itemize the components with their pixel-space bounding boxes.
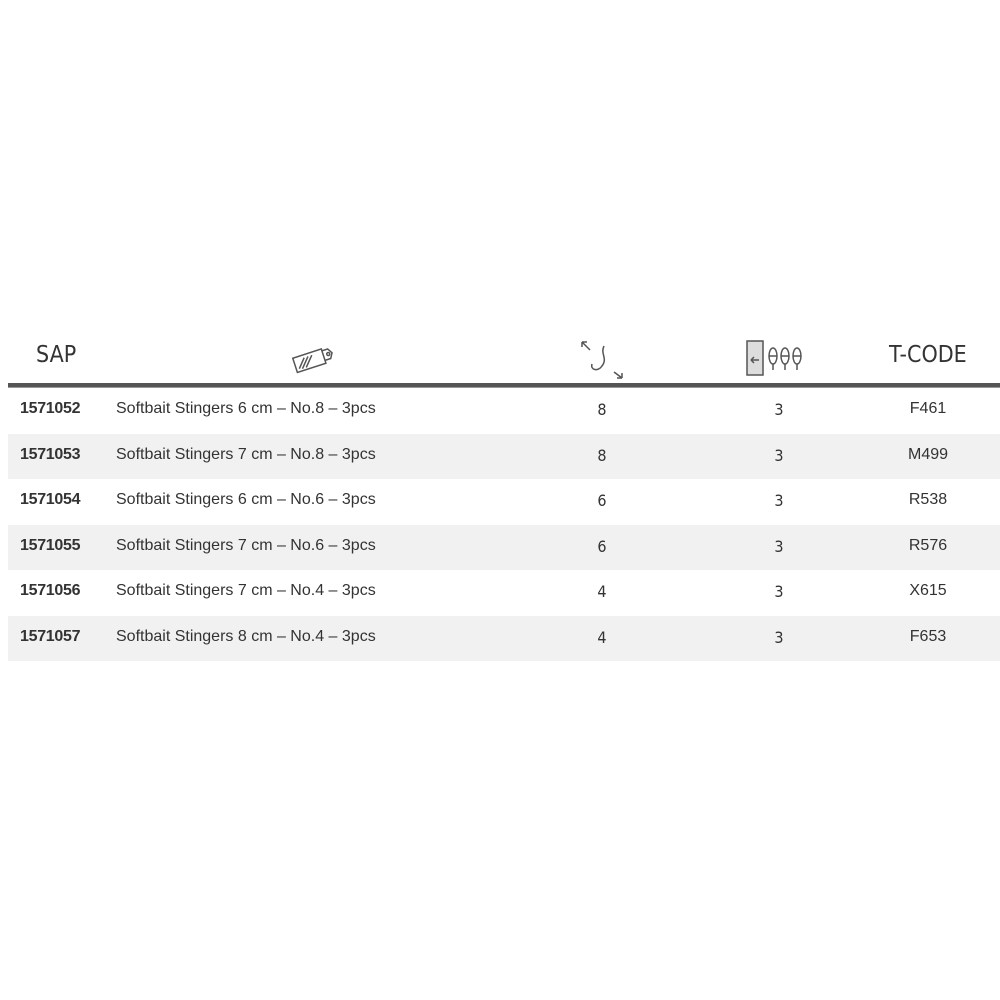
size-cell: 8 <box>597 445 607 465</box>
tcode-cell: F461 <box>909 400 947 417</box>
size-cell: 6 <box>597 536 607 556</box>
table-row: 1571054 Softbait Stingers 6 cm – No.6 – 3… <box>8 479 1000 525</box>
size-cell: 8 <box>597 400 607 419</box>
pack-quantity-icon <box>746 340 802 376</box>
table-row: 1571053 Softbait Stingers 7 cm – No.8 – 3… <box>8 433 1000 479</box>
description-cell: Softbait Stingers 6 cm – No.6 – 3pcs <box>116 491 376 508</box>
product-table: 1571052 Softbait Stingers 6 cm – No.8 – 3… <box>8 388 1000 661</box>
sap-cell: 1571055 <box>20 536 81 554</box>
tcode-cell: X615 <box>909 582 947 599</box>
quantity-cell: 3 <box>774 582 784 601</box>
size-cell: 4 <box>597 582 607 601</box>
size-cell: 6 <box>597 491 607 510</box>
size-cell: 4 <box>597 627 607 647</box>
header-sap: SAP <box>36 342 77 368</box>
header-tcode: T-CODE <box>889 342 967 368</box>
description-cell: Softbait Stingers 7 cm – No.8 – 3pcs <box>116 445 376 463</box>
price-tag-icon <box>291 347 333 374</box>
hook-size-icon <box>581 341 623 379</box>
table-row: 1571057 Softbait Stingers 8 cm – No.4 – 3… <box>8 615 1000 661</box>
tcode-cell: R538 <box>908 491 948 508</box>
description-cell: Softbait Stingers 7 cm – No.6 – 3pcs <box>116 536 376 554</box>
table-header: SAP T-CODE <box>0 336 1000 380</box>
sap-cell: 1571054 <box>20 491 81 508</box>
description-cell: Softbait Stingers 7 cm – No.4 – 3pcs <box>116 582 376 599</box>
quantity-cell: 3 <box>774 445 784 465</box>
sap-cell: 1571053 <box>20 445 81 463</box>
tcode-cell: R576 <box>908 536 948 554</box>
tcode-cell: F653 <box>909 627 947 645</box>
description-cell: Softbait Stingers 6 cm – No.8 – 3pcs <box>116 400 376 417</box>
table-row: 1571052 Softbait Stingers 6 cm – No.8 – 3… <box>8 388 1000 434</box>
quantity-cell: 3 <box>774 627 784 647</box>
sap-cell: 1571052 <box>20 400 81 417</box>
quantity-cell: 3 <box>774 491 784 510</box>
header-divider <box>8 383 1000 388</box>
description-cell: Softbait Stingers 8 cm – No.4 – 3pcs <box>116 627 376 645</box>
table-row: 1571055 Softbait Stingers 7 cm – No.6 – 3… <box>8 524 1000 570</box>
quantity-cell: 3 <box>774 400 784 419</box>
table-row: 1571056 Softbait Stingers 7 cm – No.4 – 3… <box>8 570 1000 616</box>
quantity-cell: 3 <box>774 536 784 556</box>
sap-cell: 1571057 <box>20 627 81 645</box>
sap-cell: 1571056 <box>20 582 81 599</box>
tcode-cell: M499 <box>907 445 949 463</box>
